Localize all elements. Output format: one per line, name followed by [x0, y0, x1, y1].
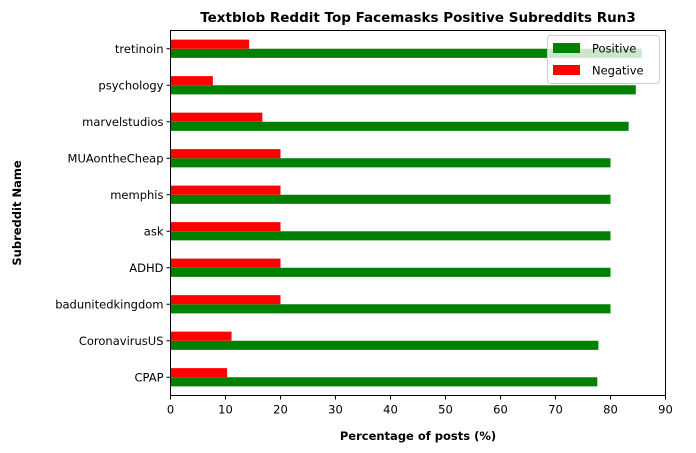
bar-negative-ask [170, 222, 281, 232]
bar-negative-cpap [170, 368, 228, 378]
bar-positive-muaonthecheap [170, 158, 611, 168]
x-tick-label-80: 80 [603, 403, 618, 417]
y-tick-label-ask: ask [144, 224, 164, 238]
y-tick-label-cpap: CPAP [134, 370, 163, 384]
x-tick-label-10: 10 [218, 403, 233, 417]
bar-negative-coronavirusus [170, 331, 232, 341]
y-tick-label-muaonthecheap: MUAontheCheap [68, 151, 164, 165]
bar-negative-muaonthecheap [170, 149, 281, 159]
bar-positive-marvelstudios [170, 121, 629, 131]
bar-negative-memphis [170, 185, 281, 195]
legend-label-positive: Positive [592, 42, 636, 56]
x-tick-label-70: 70 [548, 403, 563, 417]
bar-positive-coronavirusus [170, 340, 599, 350]
x-tick-label-0: 0 [167, 403, 174, 417]
y-tick-label-adhd: ADHD [129, 261, 163, 275]
bar-positive-ask [170, 231, 611, 241]
y-tick-label-coronavirusus: CoronavirusUS [79, 334, 164, 348]
y-tick-label-badunitedkingdom: badunitedkingdom [55, 297, 163, 311]
x-tick-label-30: 30 [328, 403, 343, 417]
bar-negative-adhd [170, 258, 281, 268]
bar-positive-memphis [170, 194, 611, 204]
bar-negative-tretinoin [170, 39, 250, 49]
x-tick-label-20: 20 [273, 403, 288, 417]
bars-layer [170, 39, 642, 387]
x-tick-label-90: 90 [658, 403, 673, 417]
y-tick-label-tretinoin: tretinoin [115, 42, 164, 56]
plot-frame [170, 30, 666, 396]
bar-negative-psychology [170, 76, 213, 86]
y-tick-label-psychology: psychology [98, 78, 163, 92]
x-tick-label-60: 60 [493, 403, 508, 417]
bar-positive-badunitedkingdom [170, 304, 611, 314]
bar-negative-marvelstudios [170, 112, 263, 122]
bar-positive-adhd [170, 267, 611, 277]
y-axis-label: Subreddit Name [10, 160, 24, 265]
ticks-layer: CPAP CoronavirusUS badunitedkingdom ADHD ask… [55, 42, 673, 417]
bar-positive-psychology [170, 85, 636, 95]
bar-positive-cpap [170, 377, 598, 387]
legend: Positive Negative [547, 35, 660, 84]
legend-swatch-negative [553, 65, 580, 75]
legend-label-negative: Negative [592, 64, 644, 78]
bar-positive-tretinoin [170, 48, 642, 58]
legend-swatch-positive [553, 43, 580, 53]
y-tick-label-memphis: memphis [110, 188, 163, 202]
x-tick-label-50: 50 [438, 403, 453, 417]
chart-title: Textblob Reddit Top Facemasks Positive S… [200, 10, 636, 26]
x-tick-label-40: 40 [383, 403, 398, 417]
bar-negative-badunitedkingdom [170, 295, 281, 305]
x-axis-label: Percentage of posts (%) [340, 429, 496, 443]
y-tick-label-marvelstudios: marvelstudios [82, 115, 163, 129]
